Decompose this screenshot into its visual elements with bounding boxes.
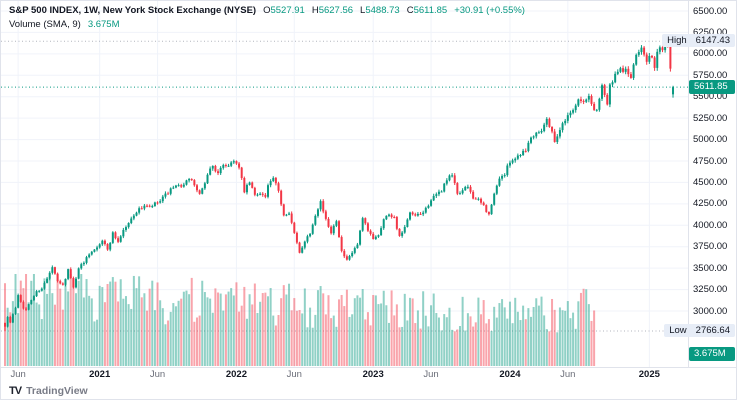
time-tick: Jun bbox=[10, 369, 26, 380]
session-high-text: High bbox=[667, 35, 687, 47]
session-low-text: Low bbox=[669, 325, 687, 336]
price-tick: 6500.00 bbox=[693, 5, 728, 17]
low-value: 5488.73 bbox=[365, 5, 400, 16]
time-axis[interactable]: Jun 2021 Jun 2022 Jun 2023 Jun 2024 Jun 2025 bbox=[1, 367, 736, 380]
open-label: O bbox=[263, 5, 271, 16]
price-tick: 4500.00 bbox=[693, 176, 728, 188]
price-tick: 4250.00 bbox=[693, 198, 728, 210]
price-axis[interactable]: 6500.00 6250.00 6000.00 5750.00 5500.00 5250.… bbox=[688, 1, 736, 367]
low-label-letter: L bbox=[360, 5, 366, 16]
legend-row-symbol: S&P 500 INDEX, 1W, New York Stock Exchan… bbox=[9, 4, 525, 18]
time-tick: Jun bbox=[423, 369, 439, 380]
indicator-title[interactable]: Volume (SMA, 9) bbox=[9, 19, 81, 30]
price-tick: 3500.00 bbox=[693, 262, 728, 274]
tradingview-logo-text[interactable]: TradingView bbox=[26, 384, 88, 397]
indicator-value: 3.675M bbox=[87, 19, 120, 30]
time-tick: Jun bbox=[149, 369, 166, 380]
price-tick: 6250.00 bbox=[693, 26, 728, 38]
time-tick: 2025 bbox=[638, 369, 660, 380]
time-tick: 2023 bbox=[362, 369, 384, 380]
open-value: 5527.91 bbox=[270, 5, 305, 16]
time-tick: 2024 bbox=[499, 369, 521, 380]
price-tick: 4750.00 bbox=[693, 155, 728, 167]
tradingview-logo-icon[interactable]: TV bbox=[9, 384, 22, 397]
session-low-label: Low 2766.64 bbox=[664, 324, 735, 337]
close-value: 5611.85 bbox=[413, 5, 448, 16]
footer: TV TradingView bbox=[1, 380, 736, 399]
chart-canvas[interactable] bbox=[1, 1, 688, 367]
last-price-tag: 5611.85 bbox=[689, 80, 735, 95]
price-tick: 5250.00 bbox=[693, 112, 728, 124]
price-tick: 5750.00 bbox=[693, 69, 728, 81]
price-tick: 5500.00 bbox=[693, 91, 728, 103]
price-tick: 3250.00 bbox=[693, 284, 728, 296]
close-label-letter: C bbox=[406, 5, 414, 16]
price-tick: 5000.00 bbox=[693, 134, 728, 146]
legend-row-indicator: Volume (SMA, 9) 3.675M bbox=[9, 18, 525, 32]
session-low-value: 2766.64 bbox=[695, 325, 730, 336]
symbol-title[interactable]: S&P 500 INDEX, 1W, New York Stock Exchan… bbox=[9, 5, 257, 16]
time-tick: Jun bbox=[560, 369, 576, 380]
time-tick: Jun bbox=[286, 369, 302, 380]
price-tick: 4000.00 bbox=[693, 219, 728, 231]
price-tick: 3750.00 bbox=[693, 241, 728, 253]
high-label-letter: H bbox=[311, 5, 319, 16]
session-high-label: High 6147.43 bbox=[662, 34, 735, 48]
time-tick: 2022 bbox=[225, 369, 248, 380]
change-value: +30.91 (+0.55%) bbox=[454, 5, 525, 16]
volume-sma-tag: 3.675M bbox=[689, 347, 735, 361]
high-value: 5627.56 bbox=[318, 5, 354, 16]
session-high-value: 6147.43 bbox=[695, 35, 730, 47]
price-tick: 6000.00 bbox=[693, 48, 728, 60]
legend: S&P 500 INDEX, 1W, New York Stock Exchan… bbox=[9, 4, 525, 32]
time-tick: 2021 bbox=[89, 369, 111, 380]
price-tick: 3000.00 bbox=[693, 305, 728, 317]
